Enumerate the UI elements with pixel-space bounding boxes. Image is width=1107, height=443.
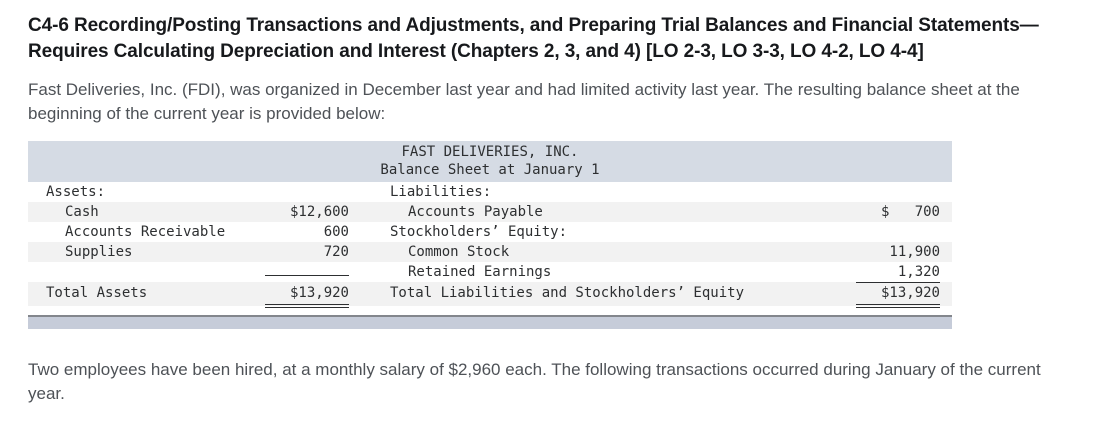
balance-sheet-table: FAST DELIVERIES, INC. Balance Sheet at J… xyxy=(28,141,952,308)
total-assets-label: Total Assets xyxy=(46,285,148,301)
table-row-receivable-equity-heading: Accounts Receivable 600 Stockholders’ Eq… xyxy=(28,222,952,242)
total-assets-amount: $13,920 xyxy=(228,282,349,308)
balance-sheet-header: FAST DELIVERIES, INC. Balance Sheet at J… xyxy=(28,141,952,182)
table-row-retained-earnings: Retained Earnings 1,320 xyxy=(28,262,952,283)
accounts-payable-label: Accounts Payable xyxy=(408,204,543,220)
common-stock-label: Common Stock xyxy=(408,244,510,260)
left-subtotal-rule xyxy=(228,262,349,283)
problem-title: C4-6 Recording/Posting Transactions and … xyxy=(28,15,1039,62)
table-row-supplies-common-stock: Supplies 720 Common Stock 11,900 xyxy=(28,242,952,262)
total-liabilities-equity-label: Total Liabilities and Stockholders’ Equi… xyxy=(390,285,745,301)
left-amount-cell xyxy=(228,182,349,202)
cash-label: Cash xyxy=(65,204,99,220)
accounts-payable-amount: $ 700 xyxy=(880,204,940,220)
table-footer-bar xyxy=(28,315,952,329)
right-amount-cell xyxy=(820,222,940,242)
table-row-totals: Total Assets $13,920 Total Liabilities a… xyxy=(28,282,952,308)
retained-earnings-label: Retained Earnings xyxy=(408,264,552,280)
total-liabilities-equity-amount: $13,920 xyxy=(820,282,940,308)
assets-heading: Assets: xyxy=(46,184,106,200)
document-page: C4-6 Recording/Posting Transactions and … xyxy=(28,15,1041,403)
accounts-receivable-label: Accounts Receivable xyxy=(65,224,226,240)
statement-title: Balance Sheet at January 1 xyxy=(380,162,600,178)
supplies-label: Supplies xyxy=(65,244,133,260)
company-name: FAST DELIVERIES, INC. xyxy=(401,144,579,160)
cash-amount: $12,600 xyxy=(289,204,349,220)
retained-earnings-amount: 1,320 xyxy=(820,262,940,283)
supplies-amount: 720 xyxy=(323,244,349,260)
blank-label xyxy=(28,262,228,283)
table-row-section-headings: Assets: Liabilities: xyxy=(28,182,952,202)
intro-paragraph: Fast Deliveries, Inc. (FDI), was organiz… xyxy=(28,80,1020,123)
liabilities-heading: Liabilities: xyxy=(390,184,492,200)
table-row-cash-accounts-payable: Cash $12,600 Accounts Payable $ 700 xyxy=(28,202,952,222)
accounts-receivable-amount: 600 xyxy=(323,224,349,240)
common-stock-amount: 11,900 xyxy=(889,244,940,260)
right-amount-cell xyxy=(820,182,940,202)
stockholders-equity-heading: Stockholders’ Equity: xyxy=(390,224,568,240)
transactions-paragraph: Two employees have been hired, at a mont… xyxy=(28,360,1041,403)
